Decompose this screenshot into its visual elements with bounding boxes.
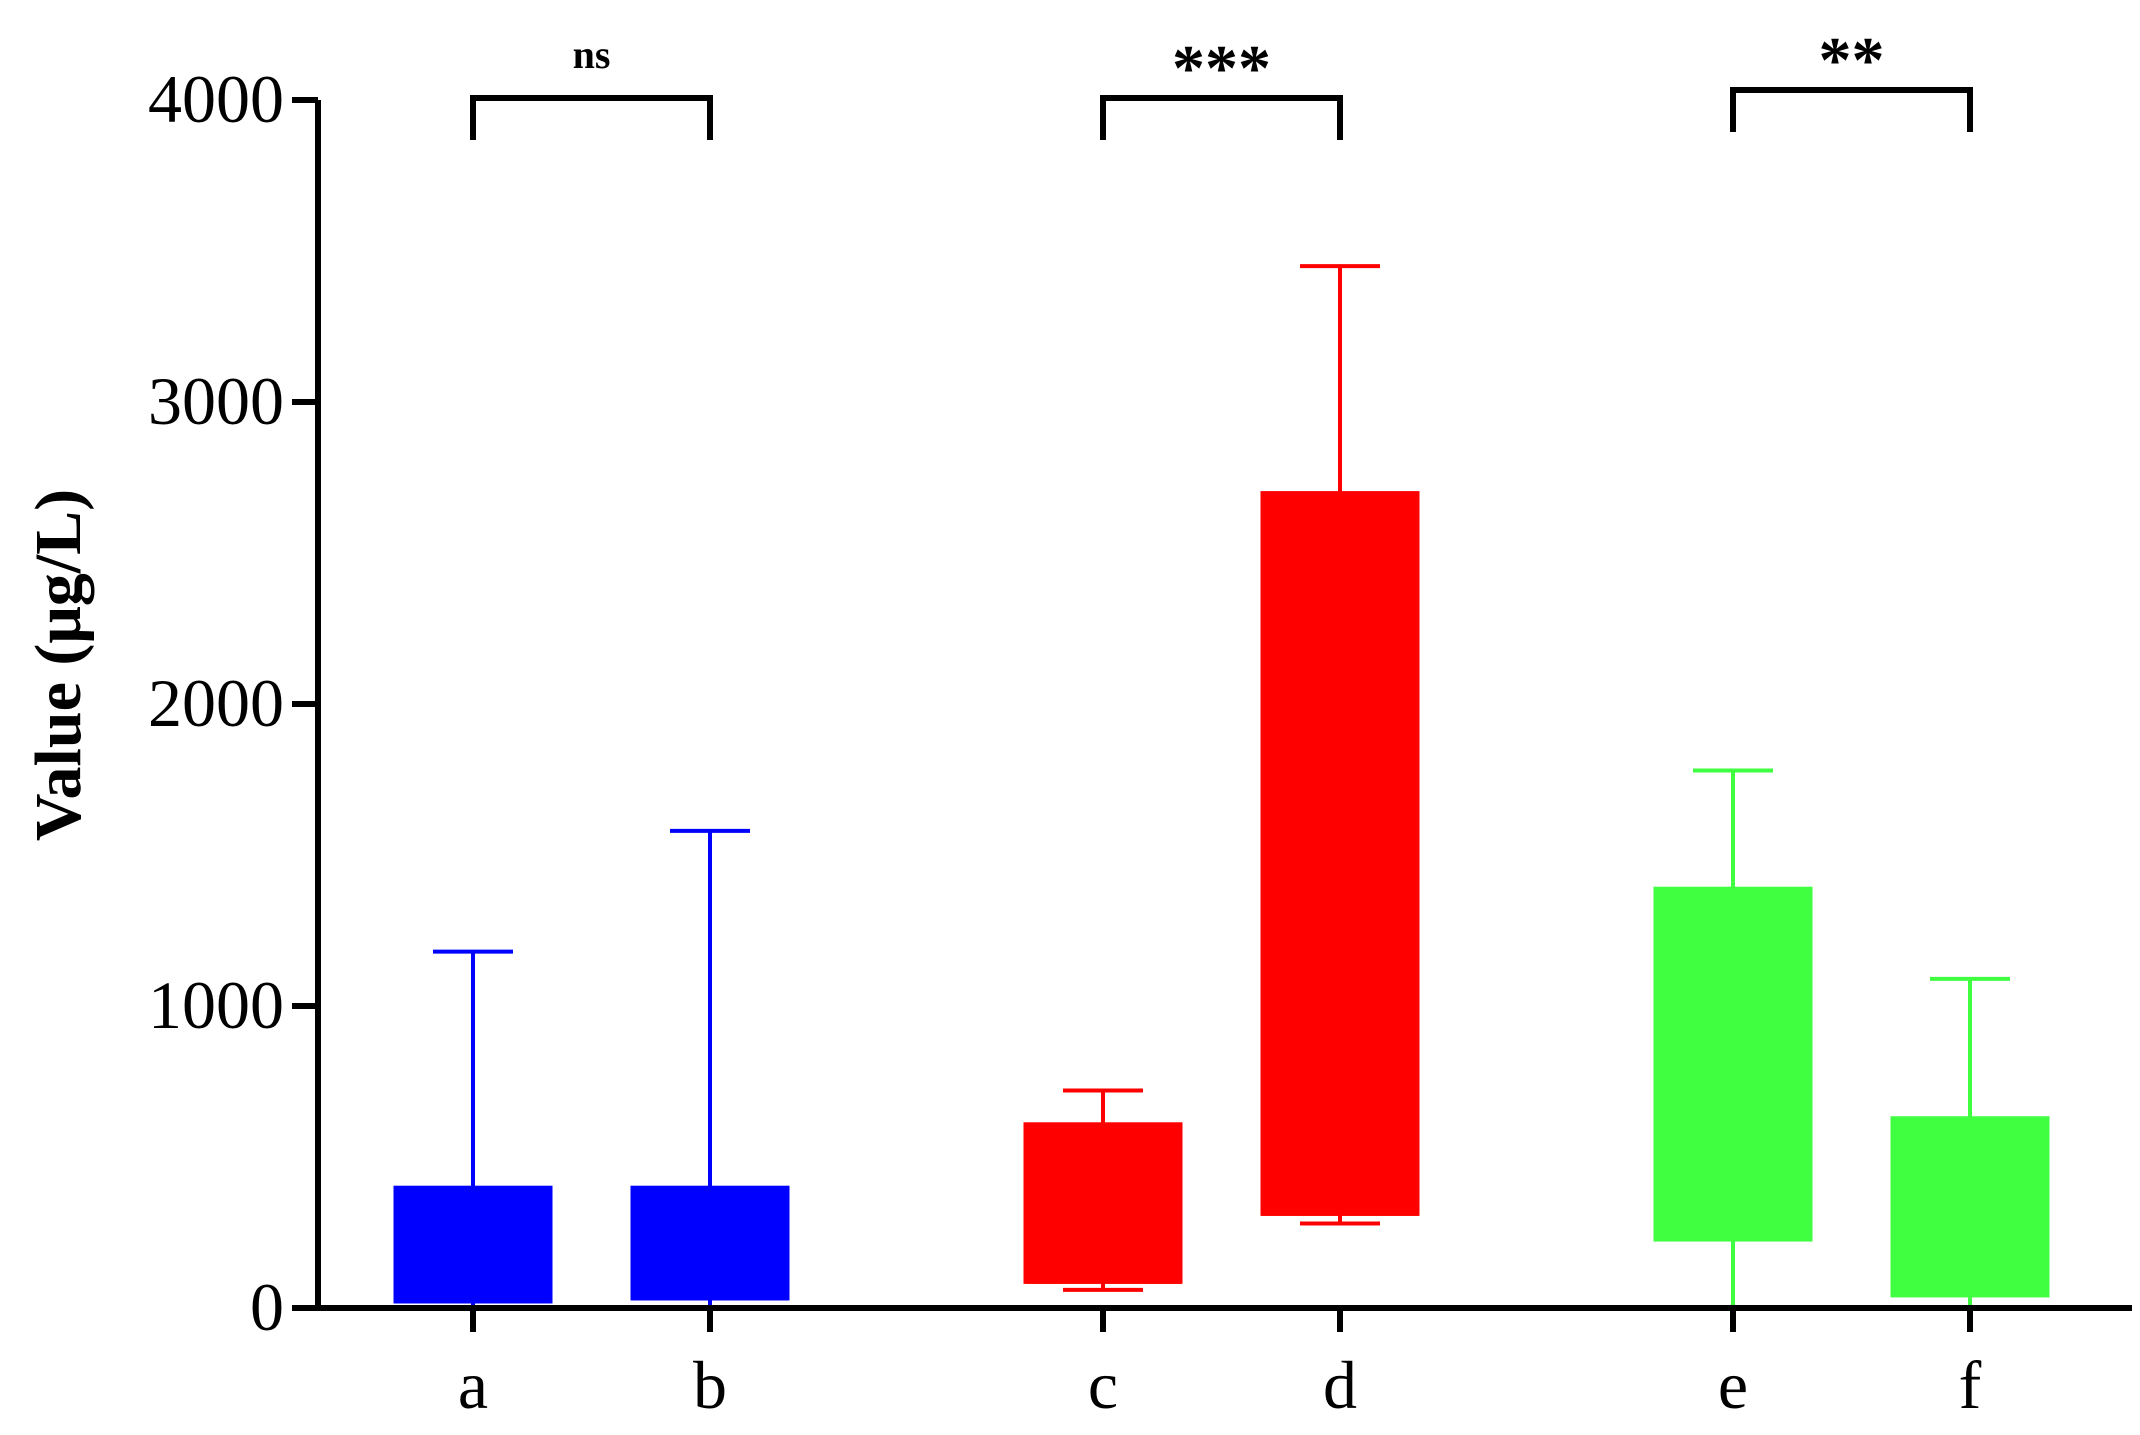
box-c	[1023, 1088, 1183, 1292]
box-body-e	[1653, 886, 1813, 1242]
boxes-layer	[393, 264, 2050, 1310]
significance-e-f: **	[1730, 24, 1973, 132]
x-tick-label-a: a	[458, 1347, 488, 1423]
significance-bracket-a-b	[470, 95, 713, 140]
x-tick-label-b: b	[693, 1347, 727, 1423]
y-tick-label-2000: 2000	[148, 665, 284, 741]
box-e	[1653, 768, 1813, 1310]
significance-label-e-f: **	[1819, 24, 1885, 97]
box-body-c	[1023, 1122, 1183, 1284]
x-tick-label-f: f	[1959, 1347, 1982, 1423]
box-body-f	[1890, 1116, 2050, 1298]
box-body-a	[393, 1185, 553, 1304]
significance-label-c-d: ***	[1172, 32, 1271, 105]
y-axis-title: Value (μg/L)	[22, 489, 95, 841]
significance-label-a-b: ns	[573, 32, 611, 77]
box-b	[630, 828, 790, 1310]
x-tick-label-e: e	[1718, 1347, 1748, 1423]
significance-layer: ns *** **	[470, 24, 1973, 140]
y-tick-label-4000: 4000	[148, 61, 284, 137]
x-tick-label-c: c	[1088, 1347, 1118, 1423]
x-tick-label-d: d	[1323, 1347, 1357, 1423]
box-a	[393, 949, 553, 1310]
y-tick-label-0: 0	[250, 1269, 284, 1345]
significance-c-d: ***	[1100, 32, 1343, 140]
box-f	[1890, 976, 2050, 1310]
significance-bracket-c-d	[1100, 95, 1343, 140]
significance-a-b: ns	[470, 32, 713, 140]
box-d	[1260, 264, 1420, 1226]
box-body-d	[1260, 491, 1420, 1216]
y-tick-label-1000: 1000	[148, 967, 284, 1043]
significance-bracket-e-f	[1730, 87, 1973, 132]
box-body-b	[630, 1185, 790, 1301]
axes-layer: 0 1000 2000 3000 4000 a b c d e f	[148, 61, 2132, 1423]
y-tick-label-3000: 3000	[148, 363, 284, 439]
